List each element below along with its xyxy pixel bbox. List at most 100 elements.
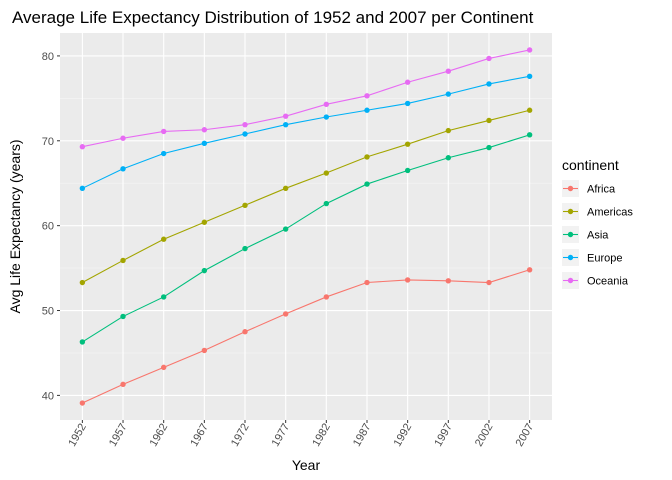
data-point-americas <box>526 107 533 113</box>
data-point-europe <box>404 100 411 107</box>
data-point-americas <box>445 127 452 134</box>
data-point-africa <box>201 347 208 354</box>
series-line-asia <box>82 134 530 343</box>
data-point-europe <box>201 140 208 147</box>
data-point-africa <box>364 279 370 286</box>
data-point-asia <box>242 245 248 252</box>
data-point-americas <box>323 170 330 176</box>
x-axis: 1952 1957 1962 1967 1972 1977 1982 1987 1992 1997… <box>66 420 536 449</box>
x-tick-label: 1992 <box>392 422 415 449</box>
x-tick-label: 1972 <box>229 422 252 449</box>
data-point-africa <box>445 278 452 284</box>
series-line-americas <box>82 109 530 283</box>
data-point-europe <box>486 81 492 87</box>
data-point-asia <box>404 167 411 174</box>
legend-key-point <box>567 277 574 284</box>
data-point-africa <box>486 279 492 286</box>
data-point-africa <box>242 329 248 335</box>
data-point-americas <box>79 279 86 286</box>
data-point-asia <box>445 155 452 161</box>
data-point-oceania <box>486 55 492 62</box>
data-point-americas <box>364 154 370 160</box>
legend: continent Africa Americas Asia Europe Oceani… <box>562 157 633 289</box>
legend-label-africa: Africa <box>587 184 616 196</box>
data-point-oceania <box>160 128 167 135</box>
legend-label-asia: Asia <box>587 230 609 242</box>
x-tick-label: 2007 <box>514 422 537 449</box>
data-point-oceania <box>364 93 370 99</box>
series-line-europe <box>82 75 530 189</box>
data-point-oceania <box>404 79 411 85</box>
data-point-asia <box>79 339 86 345</box>
x-tick-label: 1967 <box>188 422 211 449</box>
legend-key-point <box>567 254 574 261</box>
data-point-americas <box>201 219 208 225</box>
grid-minor <box>60 98 552 354</box>
x-axis-title: Year <box>292 457 321 473</box>
series-line-africa <box>82 269 530 404</box>
data-point-americas <box>404 141 411 147</box>
y-tick-label: 70 <box>42 136 54 148</box>
legend-key-point <box>567 208 574 215</box>
data-point-africa <box>160 364 167 371</box>
x-tick-label: 1952 <box>66 422 89 449</box>
data-point-europe <box>79 185 86 192</box>
data-point-africa <box>79 400 86 406</box>
data-point-oceania <box>201 127 208 133</box>
legend-title: continent <box>562 157 619 173</box>
x-tick-label: 1997 <box>432 422 455 449</box>
legend-key-point <box>567 185 574 192</box>
data-point-asia <box>201 267 208 274</box>
data-point-asia <box>120 313 126 320</box>
data-point-oceania <box>242 121 248 128</box>
y-axis: 40 50 60 70 80 <box>42 51 60 402</box>
data-point-africa <box>404 277 411 283</box>
data-point-americas <box>486 117 492 124</box>
legend-label-europe: Europe <box>587 253 622 265</box>
legend-label-americas: Americas <box>587 207 633 219</box>
data-point-europe <box>323 114 330 120</box>
grid-major <box>60 33 552 420</box>
data-point-africa <box>120 381 126 388</box>
y-tick-label: 80 <box>42 51 54 63</box>
data-point-oceania <box>323 101 330 107</box>
x-tick-label: 1982 <box>310 422 333 449</box>
series-line-oceania <box>82 49 530 148</box>
data-point-americas <box>160 236 167 242</box>
plot-panel <box>60 33 552 420</box>
data-point-europe <box>160 150 167 157</box>
data-point-europe <box>445 91 452 97</box>
data-point-americas <box>282 185 289 192</box>
data-point-oceania <box>79 144 86 150</box>
data-point-africa <box>323 294 330 300</box>
data-point-africa <box>282 311 289 317</box>
data-point-oceania <box>282 113 289 119</box>
x-tick-label: 1962 <box>148 422 171 449</box>
data-point-americas <box>120 257 126 264</box>
x-tick-label: 1957 <box>107 422 130 449</box>
data-point-asia <box>526 132 533 138</box>
data-point-europe <box>282 121 289 128</box>
legend-label-oceania: Oceania <box>587 276 629 288</box>
y-axis-title: Avg Life Expectancy (years) <box>7 139 23 313</box>
x-tick-label: 1987 <box>351 422 374 449</box>
data-point-europe <box>364 107 370 113</box>
data-point-europe <box>526 73 533 79</box>
data-point-asia <box>364 181 370 187</box>
data-point-asia <box>160 294 167 300</box>
data-point-americas <box>242 202 248 208</box>
series-lines <box>82 49 530 404</box>
data-point-europe <box>242 131 248 137</box>
data-point-asia <box>282 226 289 232</box>
y-tick-label: 60 <box>42 221 54 233</box>
data-point-asia <box>486 144 492 151</box>
data-point-oceania <box>120 135 126 141</box>
data-point-oceania <box>445 68 452 74</box>
chart-title: Average Life Expectancy Distribution of … <box>12 8 534 27</box>
x-tick-label: 1977 <box>270 422 293 449</box>
y-tick-label: 50 <box>42 306 54 318</box>
data-point-europe <box>120 166 126 172</box>
data-point-asia <box>323 200 330 207</box>
x-tick-label: 2002 <box>473 422 496 449</box>
